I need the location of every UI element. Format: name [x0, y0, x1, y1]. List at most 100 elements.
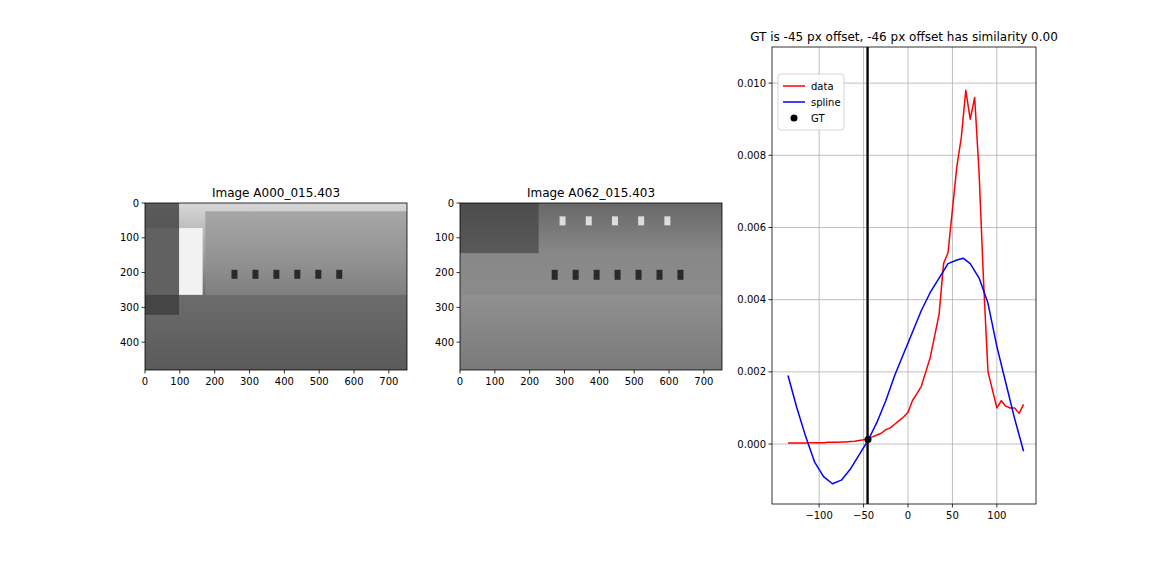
- x-tick-label: 0: [457, 376, 463, 387]
- photo-window: [294, 270, 300, 279]
- y-tick-label: 300: [435, 302, 454, 313]
- x-tick-label: 0: [142, 376, 148, 387]
- x-tick-label: 700: [694, 376, 713, 387]
- x-tick: [214, 370, 215, 374]
- x-tick: [529, 370, 530, 374]
- grid-line: [908, 47, 909, 504]
- photo-window: [573, 270, 579, 280]
- x-tick: [460, 370, 461, 374]
- vertical-line: [867, 47, 869, 504]
- y-tick: [142, 342, 146, 343]
- photo-window: [231, 270, 237, 279]
- y-tick: [769, 227, 773, 228]
- x-tick-label: 50: [946, 510, 959, 521]
- legend-box: [778, 74, 844, 130]
- x-tick: [703, 370, 704, 374]
- legend-label: GT: [811, 113, 825, 124]
- figure: 01002003004005006007000100200300400Image…: [0, 0, 1152, 576]
- x-tick: [564, 370, 565, 374]
- y-tick-label: 300: [120, 302, 139, 313]
- axes-frame: [460, 203, 722, 370]
- photo: [145, 203, 407, 370]
- x-tick-label: 300: [555, 376, 574, 387]
- x-tick: [819, 504, 820, 508]
- x-tick: [388, 370, 389, 374]
- gt-point: [865, 436, 872, 443]
- chart: 01002003004005006007000100200300400Image…: [120, 186, 407, 387]
- y-tick: [457, 307, 461, 308]
- x-tick-label: 300: [240, 376, 259, 387]
- y-tick: [142, 307, 146, 308]
- photo-window: [677, 270, 683, 280]
- grid-line: [863, 47, 864, 504]
- x-tick: [908, 504, 909, 508]
- y-tick: [769, 299, 773, 300]
- y-tick: [769, 444, 773, 445]
- photo-balcony: [460, 203, 539, 253]
- x-tick: [145, 370, 146, 374]
- y-tick: [769, 155, 773, 156]
- y-tick-label: 0.008: [737, 150, 766, 161]
- x-tick: [996, 504, 997, 508]
- photo-window: [586, 216, 592, 225]
- y-tick: [142, 203, 146, 204]
- title: Image A062_015.403: [527, 186, 655, 200]
- x-tick-label: 600: [659, 376, 678, 387]
- grid-line: [772, 371, 1036, 372]
- x-tick-label: 600: [344, 376, 363, 387]
- legend-label: spline: [811, 97, 841, 108]
- y-tick-label: 400: [435, 337, 454, 348]
- grid-line: [952, 47, 953, 504]
- x-tick-label: 500: [310, 376, 329, 387]
- photo-wall: [205, 211, 407, 295]
- x-tick: [494, 370, 495, 374]
- photo: [460, 203, 722, 370]
- y-tick: [457, 272, 461, 273]
- x-tick: [354, 370, 355, 374]
- legend: datasplineGT: [778, 74, 844, 130]
- axes-frame: [145, 203, 407, 370]
- photo-person: [145, 203, 179, 315]
- photo-window: [336, 270, 342, 279]
- x-tick-label: 500: [625, 376, 644, 387]
- axes-frame: [772, 47, 1036, 504]
- x-tick-label: 200: [205, 376, 224, 387]
- photo-window: [560, 216, 566, 225]
- y-tick-label: 0.004: [737, 294, 766, 305]
- title: GT is -45 px offset, -46 px offset has s…: [750, 30, 1058, 44]
- y-tick-label: 0.006: [737, 222, 766, 233]
- x-tick: [319, 370, 320, 374]
- photo-window: [252, 270, 258, 279]
- legend-line: [783, 85, 805, 87]
- series-line: [788, 258, 1024, 484]
- grid-line: [772, 155, 1036, 156]
- y-tick: [457, 203, 461, 204]
- chart: −100−500501000.0000.0020.0040.0060.0080.…: [737, 30, 1057, 521]
- y-tick-label: 0.000: [737, 439, 766, 450]
- x-tick-label: 400: [590, 376, 609, 387]
- photo-window: [657, 270, 663, 280]
- x-tick-label: 100: [987, 510, 1006, 521]
- legend-line: [783, 101, 805, 103]
- grid-line: [772, 444, 1036, 445]
- plot-area: [788, 47, 1024, 504]
- y-tick-label: 0.010: [737, 78, 766, 89]
- y-tick-label: 100: [435, 232, 454, 243]
- x-tick: [863, 504, 864, 508]
- x-tick-label: 200: [520, 376, 539, 387]
- x-tick: [952, 504, 953, 508]
- y-tick-label: 0: [448, 198, 454, 209]
- title: Image A000_015.403: [212, 186, 340, 200]
- x-tick-label: −100: [805, 510, 832, 521]
- x-tick-label: −50: [853, 510, 874, 521]
- chart: 01002003004005006007000100200300400Image…: [435, 186, 722, 387]
- grid-line: [996, 47, 997, 504]
- grid-line: [772, 227, 1036, 228]
- y-tick: [457, 342, 461, 343]
- photo-window: [552, 270, 558, 280]
- y-tick-label: 200: [120, 267, 139, 278]
- photo-window: [664, 216, 670, 225]
- x-tick: [284, 370, 285, 374]
- photo-wall: [460, 203, 722, 295]
- photo-window: [612, 216, 618, 225]
